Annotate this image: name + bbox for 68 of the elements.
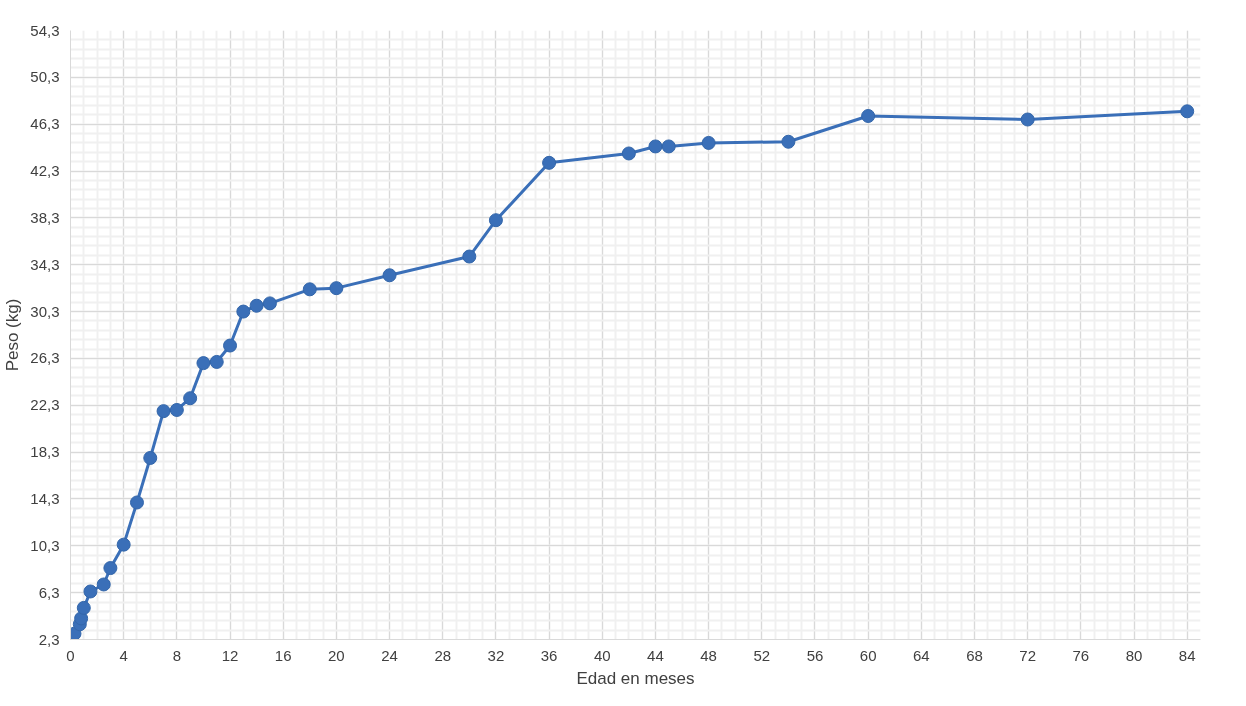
y-tick-label: 38,3 [30,208,60,226]
x-tick-label: 16 [274,646,292,664]
x-tick-label: 12 [221,646,239,664]
point [302,282,317,297]
y-tick-label: 46,3 [30,115,60,133]
point [76,600,91,615]
point [83,584,98,599]
y-tick-label: 50,3 [30,68,60,86]
x-tick-label: 4 [119,646,128,664]
x-tick-label: 80 [1125,646,1143,664]
y-tick-label: 22,3 [30,396,60,414]
point [542,155,557,170]
x-tick-label: 40 [593,646,611,664]
x-tick-label: 64 [912,646,930,664]
y-tick-label: 42,3 [30,162,60,180]
point [196,356,211,371]
point [701,135,716,150]
point [169,402,184,417]
point [488,213,503,228]
point [1180,104,1195,119]
x-tick-label: 36 [540,646,558,664]
x-tick-label: 72 [1019,646,1037,664]
point [129,495,144,510]
x-tick-label: 84 [1178,646,1196,664]
point [382,268,397,283]
point [1020,112,1035,127]
point [262,296,277,311]
y-tick-label: 18,3 [30,443,60,461]
x-tick-label: 28 [434,646,452,664]
y-tick-label: 26,3 [30,349,60,367]
point [209,354,224,369]
point [156,404,171,419]
y-tick-label: 14,3 [30,489,60,507]
x-tick-label: 44 [647,646,664,664]
y-tick-label: 54,3 [30,21,60,39]
point [621,146,636,161]
y-tick-label: 6,3 [38,583,60,601]
point [96,577,111,592]
y-tick-label: 30,3 [30,302,60,320]
point [661,139,676,154]
x-tick-label: 8 [172,646,182,664]
x-tick-label: 48 [700,646,717,664]
y-tick-label: 2,3 [38,630,60,648]
point [223,338,238,353]
point [648,139,663,154]
x-tick-label: 52 [753,646,771,664]
x-axis-title: Edad en meses [576,668,695,688]
y-axis-title: Peso (kg) [3,298,23,372]
point [249,298,264,313]
point [236,304,251,319]
y-tick-label: 34,3 [30,255,60,273]
x-tick-label: 0 [66,646,75,664]
x-tick-label: 76 [1072,646,1090,664]
point [329,281,344,296]
y-tick-label: 10,3 [30,536,60,554]
point [462,249,477,264]
x-tick-label: 68 [966,646,983,664]
point [143,450,158,465]
point [103,561,118,576]
point [183,391,198,406]
x-tick-label: 20 [328,646,345,664]
x-tick-label: 24 [381,646,398,664]
x-tick-label: 56 [806,646,824,664]
x-tick-label: 32 [487,646,505,664]
point [781,134,796,149]
point [861,109,876,123]
point [116,537,131,552]
x-tick-label: 60 [859,646,877,664]
